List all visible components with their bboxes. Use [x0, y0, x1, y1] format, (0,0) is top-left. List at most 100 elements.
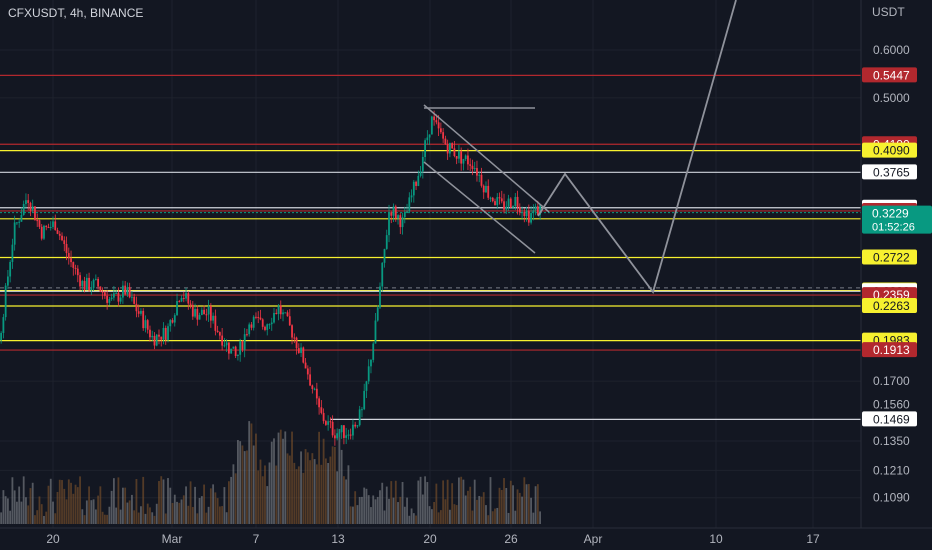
candle-body	[234, 346, 237, 357]
volume-bar	[209, 488, 212, 524]
volume-bar	[322, 438, 325, 524]
candle-body	[257, 316, 260, 318]
candle-body	[273, 312, 275, 323]
candle-body	[494, 201, 496, 206]
volume-bar	[218, 506, 221, 524]
candle-body	[29, 202, 32, 211]
volume-bar	[99, 486, 102, 524]
volume-bar	[315, 464, 318, 524]
volume-bar	[212, 484, 215, 524]
candle-body	[426, 137, 429, 141]
candle-body	[52, 221, 54, 227]
candle-body	[365, 381, 368, 391]
price-tick-partial: 0.1560	[873, 397, 910, 411]
candle-body	[230, 348, 233, 354]
volume-bar	[462, 479, 465, 524]
candle-body	[270, 322, 273, 325]
volume-bar	[333, 446, 336, 524]
volume-bar	[237, 440, 239, 524]
volume-bar	[146, 503, 149, 524]
candle-body	[419, 171, 422, 176]
volume-bar	[83, 515, 86, 524]
candle-body	[146, 320, 149, 330]
volume-bar	[372, 495, 375, 524]
candle-body	[155, 334, 158, 346]
candle-body	[336, 433, 339, 439]
candle-body	[401, 217, 404, 228]
volume-bar	[284, 431, 287, 524]
candle-body	[209, 306, 212, 321]
volume-bar	[521, 496, 523, 524]
volume-bar	[379, 490, 381, 524]
volume-bar	[103, 514, 106, 524]
volume-bar	[291, 431, 293, 524]
volume-bar	[430, 509, 433, 524]
candle-body	[525, 210, 528, 217]
candle-body	[275, 312, 278, 314]
candle-body	[88, 277, 90, 291]
price-label-text: 0.4090	[873, 144, 910, 158]
candle-body	[13, 222, 16, 245]
price-label-text: 0.5447	[873, 68, 910, 82]
time-axis-panel[interactable]	[0, 528, 932, 550]
candle-body	[182, 297, 185, 299]
candle-body	[205, 314, 208, 316]
volume-bar	[248, 421, 251, 524]
volume-bars	[0, 421, 542, 524]
volume-bar	[397, 502, 399, 524]
candle-body	[266, 324, 269, 330]
candle-body	[2, 317, 5, 333]
volume-bar	[92, 499, 95, 524]
volume-bar	[198, 497, 201, 524]
candle-body	[232, 346, 235, 349]
candle-body	[282, 312, 284, 315]
volume-bar	[356, 505, 359, 524]
candle-body	[381, 262, 384, 287]
candle-body	[408, 197, 411, 212]
volume-bar	[72, 493, 75, 524]
candle-body	[514, 196, 517, 207]
volume-bar	[453, 504, 456, 524]
price-tick: 0.6000	[873, 43, 910, 57]
volume-bar	[0, 512, 3, 524]
volume-bar	[54, 513, 57, 524]
volume-bar	[250, 423, 253, 524]
candle-body	[277, 305, 280, 314]
candle-body	[243, 334, 246, 350]
price-label: 0.5447	[862, 67, 917, 83]
candle-body	[70, 258, 72, 263]
candle-body	[49, 226, 52, 228]
price-label-text: 0.2722	[873, 250, 910, 264]
volume-bar	[164, 513, 167, 524]
candle-body	[503, 201, 505, 210]
candle-body	[399, 215, 402, 228]
volume-bar	[361, 496, 363, 524]
volume-bar	[286, 453, 289, 524]
candle-body	[313, 388, 316, 390]
candle-body	[112, 293, 115, 298]
volume-bar	[155, 503, 158, 524]
candle-body	[448, 143, 451, 154]
candle-body	[85, 277, 88, 290]
candle-body	[189, 303, 192, 305]
candle-body	[221, 335, 224, 346]
volume-bar	[243, 451, 246, 524]
candle-body	[297, 348, 300, 353]
candle-body	[446, 144, 449, 154]
volume-bar	[176, 501, 178, 524]
volume-bar	[65, 499, 68, 524]
volume-bar	[131, 494, 133, 524]
volume-bar	[137, 512, 140, 524]
candle-body	[322, 412, 325, 422]
candle-body	[99, 286, 102, 292]
candle-body	[478, 174, 481, 176]
candle-body	[462, 159, 465, 164]
volume-bar	[185, 486, 187, 524]
candle-body	[40, 226, 43, 239]
candle-body	[392, 206, 395, 216]
candle-body	[101, 291, 104, 293]
projection-path	[537, 0, 737, 294]
volume-bar	[433, 501, 436, 524]
